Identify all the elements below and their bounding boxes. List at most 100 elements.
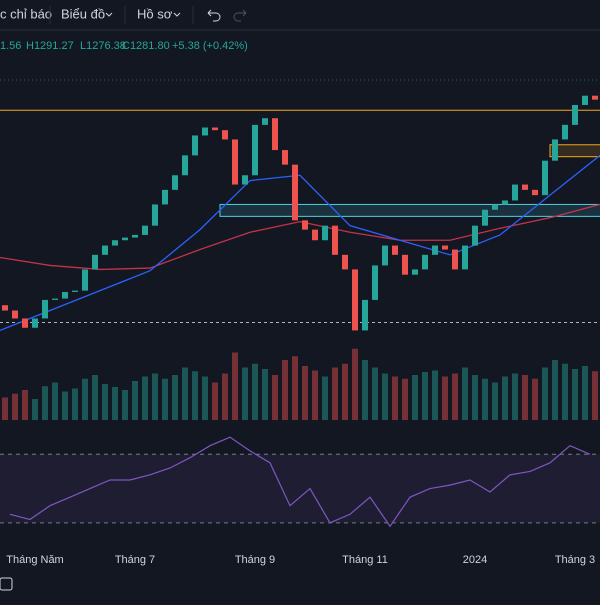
- candle: [182, 155, 188, 176]
- candle: [352, 269, 358, 331]
- volume-bar: [512, 373, 518, 420]
- volume-bar: [142, 376, 148, 420]
- candle: [422, 254, 428, 270]
- candle: [402, 254, 408, 275]
- close-value: C1281.80: [122, 40, 170, 52]
- candle: [72, 290, 78, 292]
- volume-bar: [132, 381, 138, 420]
- candle: [362, 299, 368, 331]
- x-tick-label: Tháng 9: [235, 554, 275, 566]
- volume-bar: [592, 371, 598, 420]
- volume-bar: [82, 378, 88, 420]
- volume-bar: [312, 370, 318, 420]
- low-value: L1276.38: [80, 40, 126, 52]
- volume-bar: [472, 375, 478, 420]
- candle: [552, 139, 558, 161]
- undo-button[interactable]: [207, 9, 221, 22]
- volume-bar: [162, 378, 168, 420]
- candle: [382, 245, 388, 266]
- candle: [142, 225, 148, 235]
- volume-bar: [222, 373, 228, 420]
- settings-icon[interactable]: [0, 577, 13, 591]
- volume-bar: [562, 363, 568, 420]
- volume-bar: [112, 387, 118, 420]
- volume-bar: [572, 369, 578, 420]
- volume-bar: [372, 367, 378, 420]
- candle: [132, 234, 138, 238]
- volume-bar: [102, 384, 108, 420]
- x-tick-label: Tháng 3: [555, 554, 595, 566]
- candle: [222, 130, 228, 140]
- candle: [2, 305, 8, 311]
- candle: [492, 204, 498, 210]
- candle: [502, 200, 508, 205]
- candle: [252, 124, 258, 176]
- candle: [232, 139, 238, 185]
- candle: [572, 104, 578, 125]
- candle: [272, 118, 278, 151]
- volume-bar: [452, 373, 458, 420]
- candle: [392, 245, 398, 255]
- ma-slow: [0, 203, 600, 271]
- volume-bar: [492, 382, 498, 420]
- chevron: [173, 12, 181, 17]
- x-tick-label: Tháng Năm: [6, 554, 63, 566]
- change-value: +5.38 (+0.42%): [172, 40, 248, 52]
- volume-bar: [482, 378, 488, 420]
- volume-bar: [362, 360, 368, 420]
- candle: [452, 249, 458, 270]
- redo-button[interactable]: [233, 9, 247, 22]
- volume-bar: [252, 363, 258, 420]
- zone: [219, 203, 600, 217]
- volume-bar: [22, 390, 28, 420]
- volume-bar: [322, 376, 328, 420]
- chart-button[interactable]: Biểu đồ: [61, 6, 105, 21]
- volume-bar: [352, 348, 358, 420]
- volume-bar: [202, 376, 208, 420]
- volume-bar: [62, 391, 68, 420]
- volume-bar: [272, 375, 278, 420]
- volume-bar: [412, 375, 418, 420]
- ma-fast: [0, 154, 600, 332]
- candle: [192, 135, 198, 156]
- candle: [92, 254, 98, 270]
- candle: [592, 95, 598, 100]
- x-tick-label: 2024: [463, 554, 487, 566]
- volume-bar: [432, 370, 438, 420]
- x-tick-label: Tháng 7: [115, 554, 155, 566]
- candle: [472, 225, 478, 246]
- candle: [482, 209, 488, 226]
- volume-bar: [2, 397, 8, 420]
- volume-bar: [402, 378, 408, 420]
- candle: [432, 245, 438, 255]
- volume-bar: [32, 399, 38, 420]
- open-value: 1.56: [0, 40, 21, 52]
- candle: [212, 127, 218, 131]
- candle: [372, 265, 378, 300]
- volume-bar: [442, 376, 448, 420]
- candle: [442, 245, 448, 250]
- profile-button[interactable]: Hồ sơ: [137, 6, 173, 21]
- candle: [162, 189, 168, 205]
- rsi-line: [9, 436, 591, 528]
- ohlc-legend: 1.56 H1291.27 L1276.38 C1281.80 +5.38 (+…: [0, 40, 248, 52]
- chevron: [105, 12, 113, 17]
- rsi-band: [0, 454, 600, 523]
- candle: [342, 254, 348, 270]
- candle: [102, 245, 108, 255]
- volume-bar: [12, 393, 18, 420]
- candle: [262, 118, 268, 125]
- candle: [322, 225, 328, 241]
- candle: [12, 310, 18, 319]
- volume-bar: [232, 352, 238, 420]
- candle: [562, 124, 568, 140]
- indicators-button[interactable]: c chỉ báo: [0, 6, 52, 21]
- volume-bar: [382, 373, 388, 420]
- volume-bar: [462, 367, 468, 420]
- volume-bar: [542, 367, 548, 420]
- toolbar: [0, 0, 600, 30]
- volume-bar: [502, 376, 508, 420]
- candle: [82, 269, 88, 291]
